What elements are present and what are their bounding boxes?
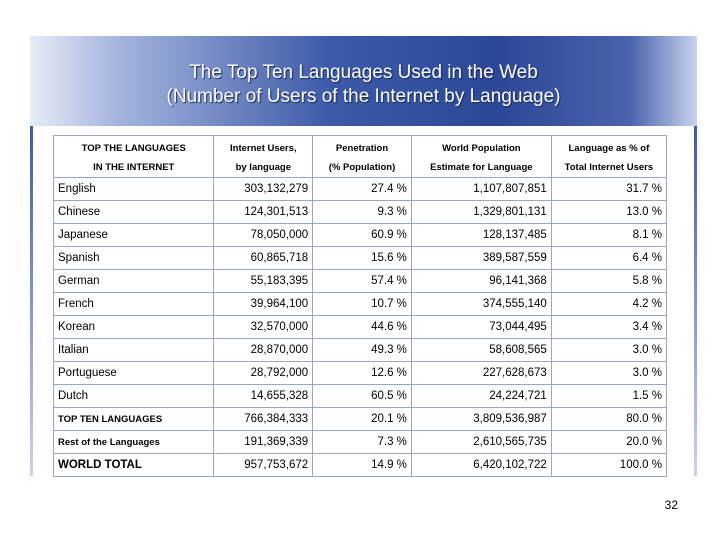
cell-internet-users: 78,050,000 bbox=[213, 223, 314, 247]
cell-language-percent: 8.1 % bbox=[550, 223, 668, 247]
cell-language: Japanese bbox=[52, 223, 215, 247]
table-row: Rest of the Languages 191,369,339 7.3 % 2,6… bbox=[52, 430, 668, 454]
cell-language-percent: 3.0 % bbox=[550, 338, 668, 362]
header-language-percent: Language as % of Total Internet Users bbox=[550, 135, 668, 178]
cell-penetration: 49.3 % bbox=[312, 338, 412, 362]
cell-language-percent: 5.8 % bbox=[550, 269, 668, 293]
cell-language: Portuguese bbox=[52, 361, 215, 385]
cell-internet-users: 28,792,000 bbox=[213, 361, 314, 385]
cell-language-percent: 1.5 % bbox=[550, 384, 668, 408]
cell-language-percent: 80.0 % bbox=[550, 407, 668, 431]
table-row: TOP TEN LANGUAGES 766,384,333 20.1 % 3,809,… bbox=[52, 407, 668, 431]
cell-language: TOP TEN LANGUAGES bbox=[52, 407, 215, 431]
panel-right-edge bbox=[694, 126, 697, 476]
cell-penetration: 9.3 % bbox=[312, 200, 412, 224]
cell-internet-users: 303,132,279 bbox=[213, 177, 314, 201]
cell-world-population: 24,224,721 bbox=[410, 384, 552, 408]
cell-world-population: 6,420,102,722 bbox=[410, 453, 552, 477]
slide-title-line1: The Top Ten Languages Used in the Web bbox=[189, 62, 538, 83]
cell-language: WORLD TOTAL bbox=[52, 453, 215, 477]
title-banner: The Top Ten Languages Used in the Web (N… bbox=[30, 36, 697, 126]
cell-internet-users: 766,384,333 bbox=[213, 407, 314, 431]
table-row: Spanish 60,865,718 15.6 % 389,587,559 6.4 % bbox=[52, 246, 668, 270]
table-row: Japanese 78,050,000 60.9 % 128,137,485 8.1 % bbox=[52, 223, 668, 247]
cell-language-percent: 3.0 % bbox=[550, 361, 668, 385]
cell-language-percent: 31.7 % bbox=[550, 177, 668, 201]
cell-language-percent: 4.2 % bbox=[550, 292, 668, 316]
cell-language: German bbox=[52, 269, 215, 293]
cell-internet-users: 28,870,000 bbox=[213, 338, 314, 362]
cell-language-percent: 20.0 % bbox=[550, 430, 668, 454]
cell-penetration: 60.9 % bbox=[312, 223, 412, 247]
table-header-row: TOP THE LANGUAGES IN THE INTERNET Interne… bbox=[52, 135, 668, 178]
header-world-population: World Population Estimate for Language bbox=[410, 135, 552, 178]
cell-penetration: 10.7 % bbox=[312, 292, 412, 316]
table-row: English 303,132,279 27.4 % 1,107,807,851 31.… bbox=[52, 177, 668, 201]
cell-world-population: 73,044,495 bbox=[410, 315, 552, 339]
languages-table: TOP THE LANGUAGES IN THE INTERNET Interne… bbox=[52, 135, 668, 477]
cell-language: Rest of the Languages bbox=[52, 430, 215, 454]
cell-world-population: 374,555,140 bbox=[410, 292, 552, 316]
cell-internet-users: 60,865,718 bbox=[213, 246, 314, 270]
table-row: German 55,183,395 57.4 % 96,141,368 5.8 % bbox=[52, 269, 668, 293]
panel-left-edge bbox=[30, 126, 33, 476]
cell-penetration: 12.6 % bbox=[312, 361, 412, 385]
table-row: Portuguese 28,792,000 12.6 % 227,628,673 3.0… bbox=[52, 361, 668, 385]
cell-penetration: 60.5 % bbox=[312, 384, 412, 408]
cell-language-percent: 6.4 % bbox=[550, 246, 668, 270]
cell-penetration: 7.3 % bbox=[312, 430, 412, 454]
cell-internet-users: 124,301,513 bbox=[213, 200, 314, 224]
cell-language-percent: 13.0 % bbox=[550, 200, 668, 224]
table-row: Chinese 124,301,513 9.3 % 1,329,801,131 13.0… bbox=[52, 200, 668, 224]
cell-internet-users: 191,369,339 bbox=[213, 430, 314, 454]
cell-world-population: 389,587,559 bbox=[410, 246, 552, 270]
cell-world-population: 96,141,368 bbox=[410, 269, 552, 293]
cell-internet-users: 32,570,000 bbox=[213, 315, 314, 339]
cell-world-population: 128,137,485 bbox=[410, 223, 552, 247]
cell-world-population: 1,107,807,851 bbox=[410, 177, 552, 201]
table-row: Korean 32,570,000 44.6 % 73,044,495 3.4 % bbox=[52, 315, 668, 339]
cell-penetration: 27.4 % bbox=[312, 177, 412, 201]
cell-world-population: 58,608,565 bbox=[410, 338, 552, 362]
cell-language: Korean bbox=[52, 315, 215, 339]
slide-title-line2: (Number of Users of the Internet by Lang… bbox=[166, 86, 561, 107]
header-internet-users: Internet Users, by language bbox=[213, 135, 314, 178]
cell-language: Italian bbox=[52, 338, 215, 362]
table-row: French 39,964,100 10.7 % 374,555,140 4.2 % bbox=[52, 292, 668, 316]
cell-language: Chinese bbox=[52, 200, 215, 224]
cell-language: French bbox=[52, 292, 215, 316]
cell-internet-users: 55,183,395 bbox=[213, 269, 314, 293]
cell-internet-users: 39,964,100 bbox=[213, 292, 314, 316]
cell-language-percent: 100.0 % bbox=[550, 453, 668, 477]
cell-world-population: 1,329,801,131 bbox=[410, 200, 552, 224]
page-number: 32 bbox=[664, 498, 678, 512]
header-language: TOP THE LANGUAGES IN THE INTERNET bbox=[52, 135, 215, 178]
table-row: WORLD TOTAL 957,753,672 14.9 % 6,420,102,72… bbox=[52, 453, 668, 477]
cell-penetration: 14.9 % bbox=[312, 453, 412, 477]
cell-penetration: 57.4 % bbox=[312, 269, 412, 293]
cell-language: English bbox=[52, 177, 215, 201]
cell-penetration: 15.6 % bbox=[312, 246, 412, 270]
cell-internet-users: 957,753,672 bbox=[213, 453, 314, 477]
header-penetration: Penetration (% Population) bbox=[312, 135, 412, 178]
cell-world-population: 3,809,536,987 bbox=[410, 407, 552, 431]
cell-penetration: 44.6 % bbox=[312, 315, 412, 339]
table-row: Dutch 14,655,328 60.5 % 24,224,721 1.5 % bbox=[52, 384, 668, 408]
cell-language-percent: 3.4 % bbox=[550, 315, 668, 339]
cell-language: Spanish bbox=[52, 246, 215, 270]
cell-world-population: 2,610,565,735 bbox=[410, 430, 552, 454]
cell-internet-users: 14,655,328 bbox=[213, 384, 314, 408]
cell-world-population: 227,628,673 bbox=[410, 361, 552, 385]
cell-penetration: 20.1 % bbox=[312, 407, 412, 431]
table-row: Italian 28,870,000 49.3 % 58,608,565 3.0 % bbox=[52, 338, 668, 362]
cell-language: Dutch bbox=[52, 384, 215, 408]
